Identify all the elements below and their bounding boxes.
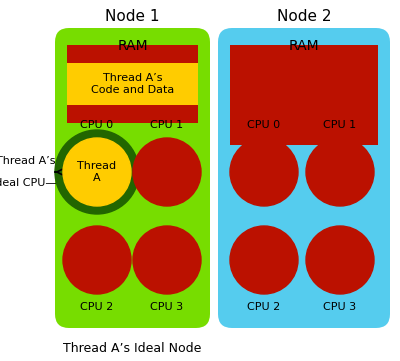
Circle shape [133, 226, 201, 294]
Circle shape [230, 226, 298, 294]
Text: RAM: RAM [289, 39, 319, 53]
Text: CPU 1: CPU 1 [150, 120, 184, 130]
Text: CPU 2: CPU 2 [247, 302, 281, 312]
Circle shape [306, 226, 374, 294]
Circle shape [55, 130, 139, 214]
Text: CPU 0: CPU 0 [248, 120, 280, 130]
Text: Thread A’s Ideal Node: Thread A’s Ideal Node [63, 342, 202, 355]
Text: Node 1: Node 1 [105, 9, 160, 24]
Text: Node 2: Node 2 [277, 9, 331, 24]
Text: CPU 3: CPU 3 [324, 302, 356, 312]
Bar [230, 45, 378, 145]
Circle shape [306, 138, 374, 206]
Bar [67, 45, 198, 63]
Text: CPU 0: CPU 0 [80, 120, 114, 130]
Text: Thread A’s: Thread A’s [0, 156, 56, 166]
Text: Thread
A: Thread A [78, 161, 116, 183]
Text: CPU 2: CPU 2 [80, 302, 114, 312]
Circle shape [230, 138, 298, 206]
Text: RAM: RAM [117, 39, 148, 53]
Bar [67, 63, 198, 105]
Bar [67, 105, 198, 123]
Text: CPU 1: CPU 1 [324, 120, 356, 130]
Circle shape [133, 138, 201, 206]
Circle shape [63, 226, 131, 294]
Text: CPU 3: CPU 3 [150, 302, 184, 312]
FancyBboxPatch shape [55, 28, 210, 328]
Text: Ideal CPU—: Ideal CPU— [0, 178, 56, 188]
FancyBboxPatch shape [218, 28, 390, 328]
Circle shape [63, 138, 131, 206]
Text: Thread A’s
Code and Data: Thread A’s Code and Data [91, 73, 174, 95]
